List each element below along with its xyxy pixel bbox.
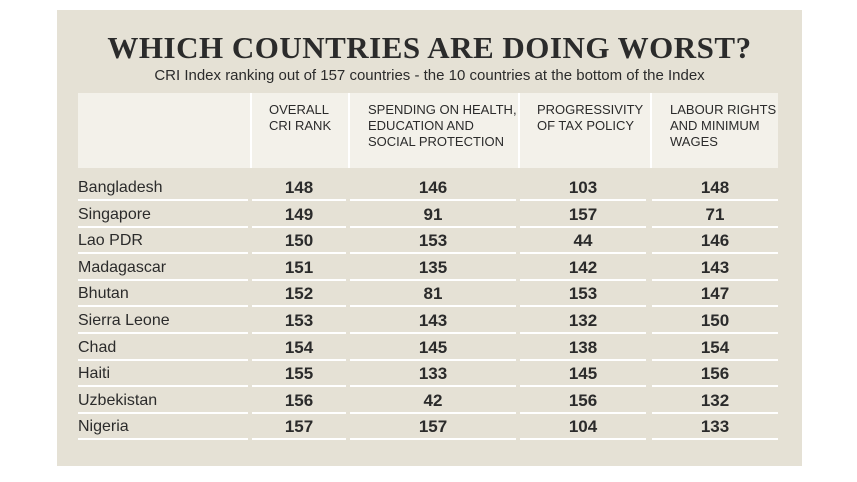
cell-value: 153 <box>520 281 646 308</box>
header-line: PROGRESSIVITY <box>537 102 644 117</box>
cell-value: 150 <box>252 228 346 255</box>
column-header: SPENDING ON HEALTH, EDUCATION AND SOCIAL P… <box>368 102 517 150</box>
country-name: Sierra Leone <box>78 308 248 334</box>
cell-value: 143 <box>350 308 516 334</box>
cell-value: 154 <box>652 335 778 361</box>
cell-value: 156 <box>652 361 778 388</box>
subtitle: CRI Index ranking out of 157 countries -… <box>154 67 705 84</box>
cell-value: 157 <box>350 414 516 441</box>
header-line: LABOUR RIGHTS <box>670 102 777 117</box>
panel: WHICH COUNTRIES ARE DOING WORST? CRI Ind… <box>57 10 802 466</box>
country-name: Nigeria <box>78 414 248 441</box>
cell-value: 157 <box>252 414 346 441</box>
country-name: Madagascar <box>78 255 248 281</box>
cell-value: 156 <box>520 388 646 414</box>
cell-value: 146 <box>350 175 516 201</box>
title: WHICH COUNTRIES ARE DOING WORST? <box>107 30 752 65</box>
cell-value: 157 <box>520 202 646 228</box>
country-name: Lao PDR <box>78 228 248 255</box>
country-name: Bangladesh <box>78 175 248 201</box>
cell-value: 149 <box>252 202 346 228</box>
cell-value: 143 <box>652 255 778 281</box>
cell-value: 104 <box>520 414 646 441</box>
country-name: Uzbekistan <box>78 388 248 414</box>
cell-value: 156 <box>252 388 346 414</box>
cell-value: 146 <box>652 228 778 255</box>
column-separator <box>250 93 252 168</box>
country-name: Bhutan <box>78 281 248 308</box>
cell-value: 71 <box>652 202 778 228</box>
header-line: SPENDING ON HEALTH, <box>368 102 517 117</box>
column-header: PROGRESSIVITY OF TAX POLICY <box>537 102 643 134</box>
cell-value: 44 <box>520 228 646 255</box>
cell-value: 154 <box>252 335 346 361</box>
header-line: SOCIAL PROTECTION <box>368 134 505 149</box>
column-separator <box>650 93 652 168</box>
cell-value: 152 <box>252 281 346 308</box>
header-line: AND MINIMUM <box>670 118 760 133</box>
cell-value: 148 <box>252 175 346 201</box>
country-name: Chad <box>78 335 248 361</box>
header-line: CRI RANK <box>269 118 332 133</box>
column-header: LABOUR RIGHTS AND MINIMUM WAGES <box>670 102 776 150</box>
cell-value: 132 <box>652 388 778 414</box>
cell-value: 153 <box>350 228 516 255</box>
column-separator <box>348 93 350 168</box>
column-separator <box>518 93 520 168</box>
cell-value: 135 <box>350 255 516 281</box>
cell-value: 133 <box>652 414 778 441</box>
country-name: Haiti <box>78 361 248 388</box>
header-line: OVERALL <box>269 102 329 117</box>
cell-value: 132 <box>520 308 646 334</box>
cell-value: 103 <box>520 175 646 201</box>
header-row <box>78 93 778 168</box>
cell-value: 153 <box>252 308 346 334</box>
cell-value: 155 <box>252 361 346 388</box>
cell-value: 145 <box>520 361 646 388</box>
header-line: EDUCATION AND <box>368 118 474 133</box>
cell-value: 81 <box>350 281 516 308</box>
cell-value: 147 <box>652 281 778 308</box>
header-line: WAGES <box>670 134 718 149</box>
cell-value: 138 <box>520 335 646 361</box>
header-line: OF TAX POLICY <box>537 118 635 133</box>
cell-value: 150 <box>652 308 778 334</box>
cell-value: 133 <box>350 361 516 388</box>
cell-value: 142 <box>520 255 646 281</box>
cell-value: 151 <box>252 255 346 281</box>
cell-value: 91 <box>350 202 516 228</box>
cell-value: 148 <box>652 175 778 201</box>
cell-value: 42 <box>350 388 516 414</box>
country-name: Singapore <box>78 202 248 228</box>
cell-value: 145 <box>350 335 516 361</box>
column-header: OVERALL CRI RANK <box>269 102 331 134</box>
